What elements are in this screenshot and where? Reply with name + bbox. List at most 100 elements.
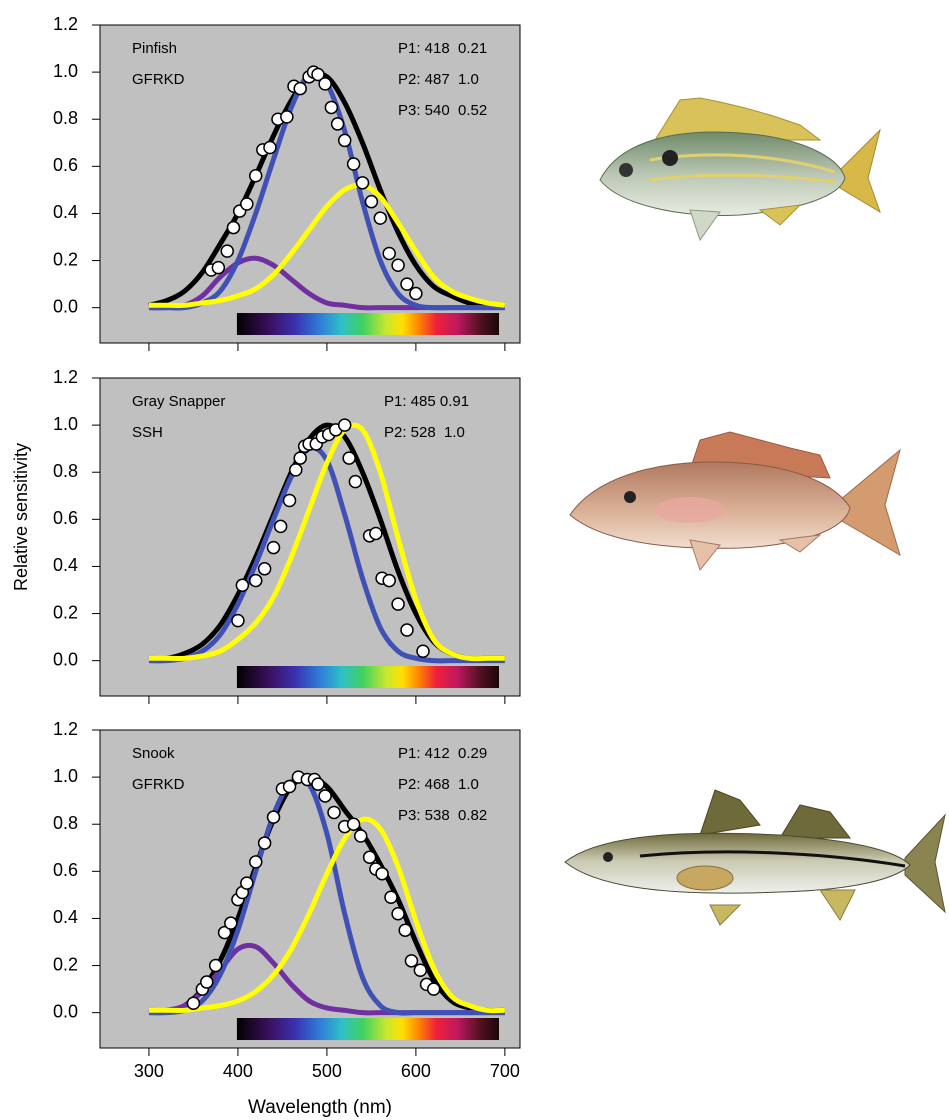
data-point	[187, 997, 199, 1009]
spectrum-bar	[237, 1018, 499, 1040]
data-point	[401, 278, 413, 290]
species-label: Pinfish	[132, 40, 177, 57]
data-point	[357, 177, 369, 189]
panel: 0.0 0.2 0.4 0.6 0.8 1.0 1.2 Pinfish GFRKD P1: 418…	[53, 14, 520, 351]
data-point	[241, 198, 253, 210]
peak-annotation: P2: 468 1.0	[398, 776, 479, 793]
data-point	[339, 134, 351, 146]
data-point	[392, 598, 404, 610]
y-tick-label: 0.4	[53, 202, 78, 222]
data-point	[284, 781, 296, 793]
data-point	[319, 78, 331, 90]
data-point	[401, 624, 413, 636]
y-tick-label: 0.8	[53, 108, 78, 128]
data-point	[348, 158, 360, 170]
method-label: SSH	[132, 424, 163, 441]
data-point	[250, 575, 262, 587]
data-point	[385, 891, 397, 903]
panel: 0.0 0.2 0.4 0.6 0.8 1.0 1.2 300 400 500 600 700 Snoo…	[53, 719, 520, 1118]
data-point	[225, 917, 237, 929]
data-point	[399, 924, 411, 936]
x-tick-label: 500	[312, 1061, 342, 1081]
data-point	[392, 259, 404, 271]
y-tick-label: 0.0	[53, 296, 78, 316]
peak-annotation: P1: 412 0.29	[398, 745, 487, 762]
pinfish-illustration	[600, 98, 880, 240]
species-label: Snook	[132, 745, 175, 762]
y-tick-label: 0.6	[53, 155, 78, 175]
data-point	[339, 419, 351, 431]
data-point	[405, 955, 417, 967]
data-point	[221, 245, 233, 257]
data-point	[227, 222, 239, 234]
data-point	[410, 288, 422, 300]
data-point	[281, 111, 293, 123]
data-point	[210, 960, 222, 972]
panel: 0.00.20.40.60.81.01.2Gray SnapperSSHP1: …	[11, 367, 520, 704]
data-point	[259, 837, 271, 849]
data-point	[294, 83, 306, 95]
snook-illustration	[565, 790, 945, 925]
y-tick-label: 0.8	[53, 813, 78, 833]
data-point	[319, 790, 331, 802]
y-tick-label: 1.2	[53, 14, 78, 34]
peak-annotation: P2: 487 1.0	[398, 71, 479, 88]
data-point	[343, 452, 355, 464]
data-point	[201, 976, 213, 988]
data-point	[328, 806, 340, 818]
data-point	[392, 908, 404, 920]
data-point	[284, 494, 296, 506]
data-point	[376, 868, 388, 880]
y-axis-label: Relative sensitivity	[11, 443, 31, 591]
data-point	[259, 563, 271, 575]
data-point	[349, 476, 361, 488]
spectrum-bar	[237, 313, 499, 335]
species-label: Gray Snapper	[132, 393, 225, 410]
y-tick-label: 1.2	[53, 719, 78, 739]
data-point	[383, 247, 395, 259]
method-label: GFRKD	[132, 71, 185, 88]
data-point	[417, 645, 429, 657]
data-point	[232, 615, 244, 627]
data-point	[241, 877, 253, 889]
data-point	[268, 811, 280, 823]
x-tick-label: 700	[490, 1061, 520, 1081]
data-point	[414, 964, 426, 976]
y-tick-label: 0.2	[53, 249, 78, 269]
y-tick-label: 0.2	[53, 602, 78, 622]
y-tick-label: 0.4	[53, 907, 78, 927]
x-axis-label: Wavelength (nm)	[248, 1097, 392, 1118]
y-tick-label: 0.6	[53, 508, 78, 528]
y-tick-label: 1.0	[53, 766, 78, 786]
data-point	[332, 118, 344, 130]
peak-annotation: P3: 538 0.82	[398, 807, 487, 824]
x-tick-label: 300	[134, 1061, 164, 1081]
x-tick-label: 400	[223, 1061, 253, 1081]
data-point	[370, 527, 382, 539]
data-point	[374, 212, 386, 224]
y-tick-label: 0.8	[53, 461, 78, 481]
data-point	[268, 542, 280, 554]
data-point	[250, 856, 262, 868]
data-point	[264, 141, 276, 153]
data-point	[383, 575, 395, 587]
data-point	[355, 830, 367, 842]
y-tick-label: 1.0	[53, 61, 78, 81]
y-tick-label: 1.0	[53, 414, 78, 434]
peak-annotation: P1: 485 0.91	[384, 393, 469, 410]
data-point	[212, 262, 224, 274]
peak-annotation: P1: 418 0.21	[398, 40, 487, 57]
data-point	[250, 170, 262, 182]
data-point	[312, 778, 324, 790]
peak-annotation: P3: 540 0.52	[398, 102, 487, 119]
y-tick-label: 0.2	[53, 954, 78, 974]
data-point	[236, 579, 248, 591]
peak-annotation: P2: 528 1.0	[384, 424, 465, 441]
y-tick-label: 0.0	[53, 1001, 78, 1021]
x-tick-label: 600	[401, 1061, 431, 1081]
spectrum-bar	[237, 666, 499, 688]
y-tick-label: 1.2	[53, 367, 78, 387]
y-tick-label: 0.6	[53, 860, 78, 880]
gray-snapper-illustration	[570, 432, 900, 570]
data-point	[275, 520, 287, 532]
